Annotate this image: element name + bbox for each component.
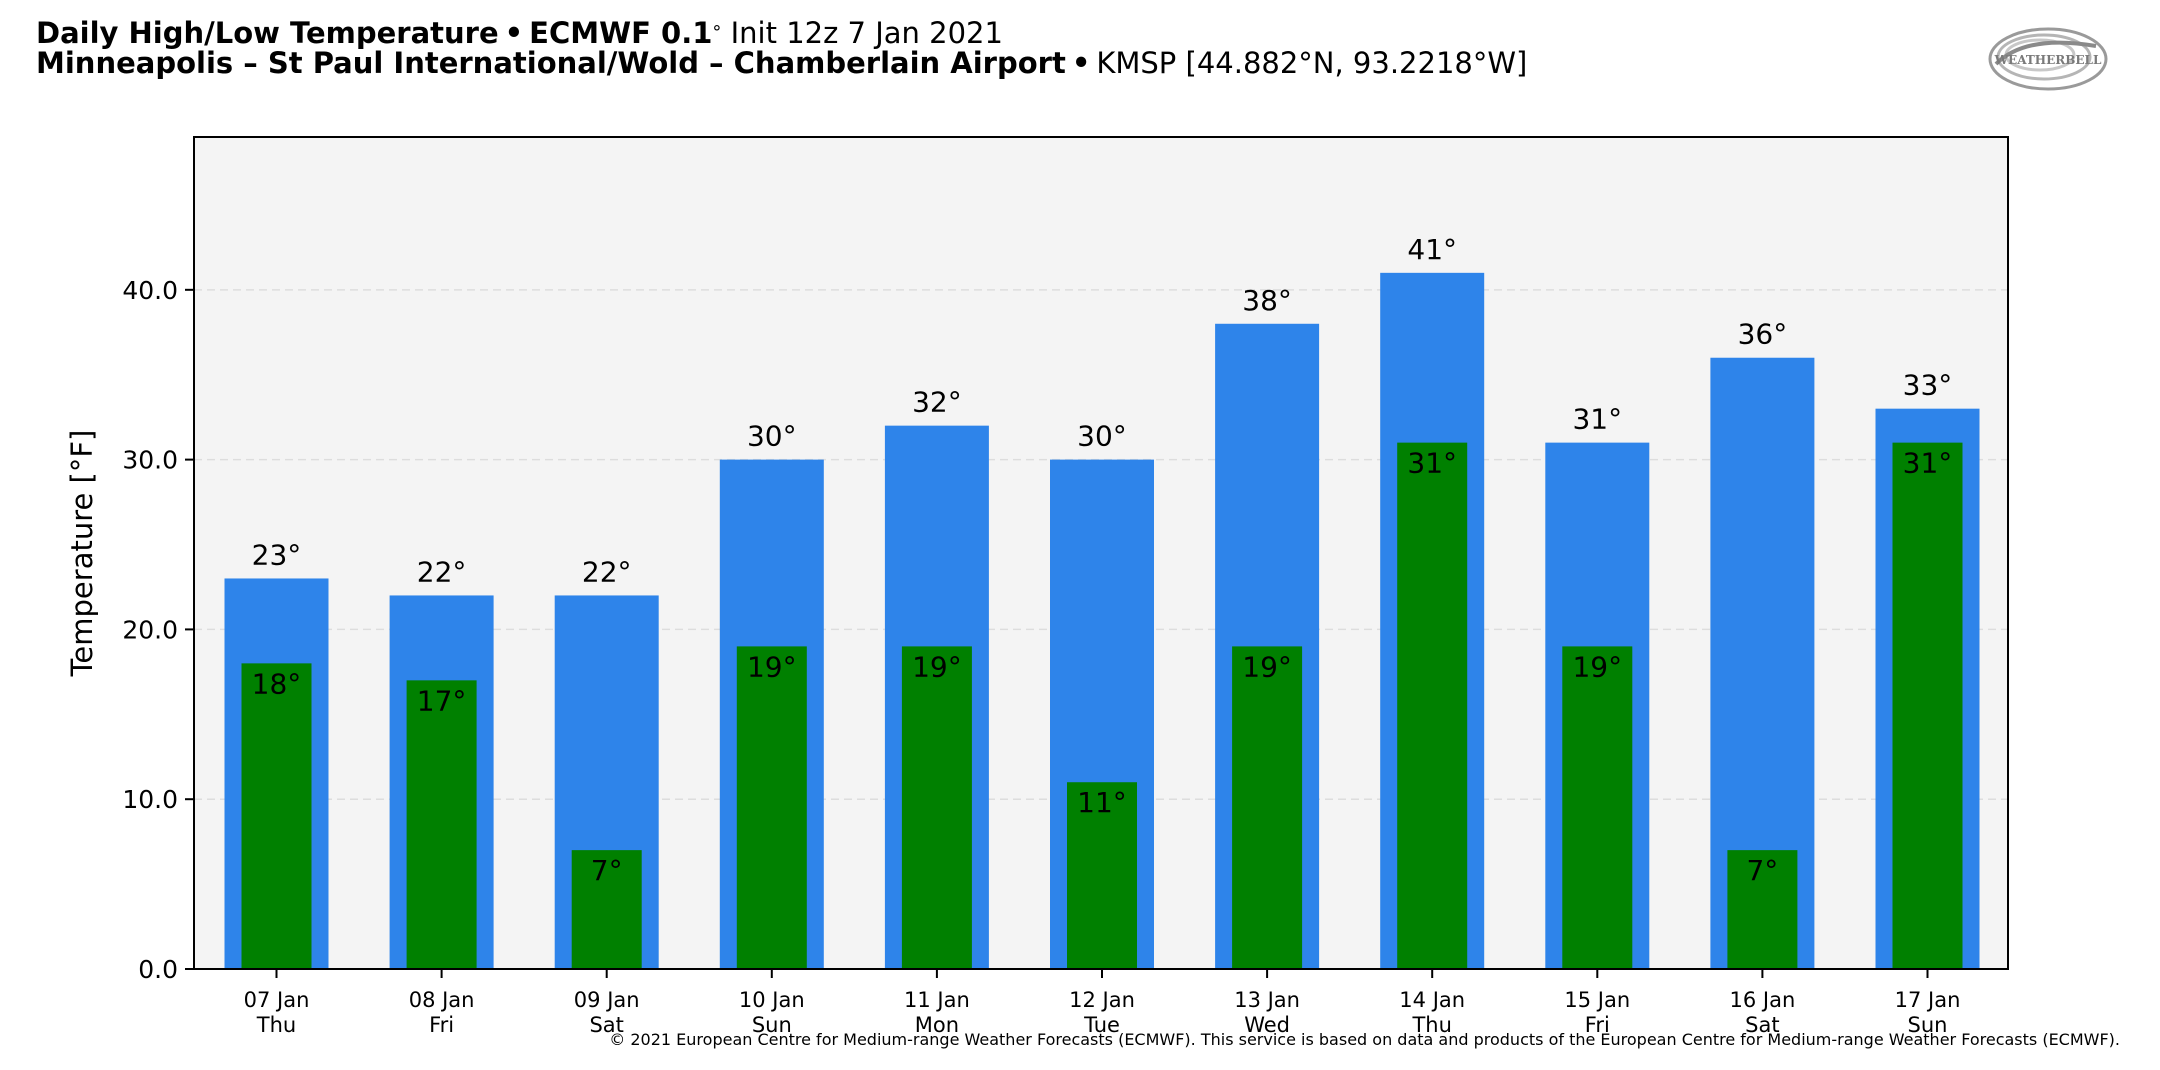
chart-title: Daily High/Low Temperature • ECMWF 0.1° In… bbox=[36, 16, 1003, 50]
x-tick-label-date: 14 Jan bbox=[1399, 988, 1465, 1012]
x-tick-label-day: Sat bbox=[1745, 1013, 1779, 1037]
data-label-high: 36° bbox=[1738, 318, 1788, 351]
bar-low bbox=[1397, 442, 1468, 969]
location-separator: • bbox=[1071, 46, 1091, 80]
x-tick-label-date: 17 Jan bbox=[1895, 988, 1961, 1012]
bar-low bbox=[1892, 442, 1963, 969]
bar-low bbox=[1562, 646, 1633, 969]
title-separator: • bbox=[504, 16, 524, 50]
bar-low bbox=[406, 680, 477, 969]
y-tick-label: 40.0 bbox=[122, 276, 178, 305]
data-label-high: 31° bbox=[1572, 403, 1622, 436]
data-label-high: 33° bbox=[1903, 369, 1953, 402]
x-tick-label-date: 11 Jan bbox=[904, 988, 970, 1012]
x-tick-label-date: 10 Jan bbox=[739, 988, 805, 1012]
bar-low bbox=[736, 646, 807, 969]
data-label-low: 31° bbox=[1407, 447, 1457, 480]
logo-text: WEATHERBELL bbox=[1994, 53, 2102, 67]
chart-subtitle: Minneapolis – St Paul International/Wold… bbox=[36, 46, 1527, 80]
copyright-footer: © 2021 European Centre for Medium-range … bbox=[609, 1030, 2120, 1049]
y-axis-label: Temperature [°F] bbox=[65, 430, 99, 678]
data-label-high: 23° bbox=[252, 538, 302, 571]
y-tick-label: 0.0 bbox=[138, 955, 178, 984]
bar-low bbox=[241, 663, 312, 969]
y-tick-label: 30.0 bbox=[122, 446, 178, 475]
grid-lines bbox=[194, 289, 2008, 800]
data-label-low: 17° bbox=[417, 684, 467, 717]
x-tick-label-day: Thu bbox=[1411, 1013, 1451, 1037]
data-label-low: 7° bbox=[1746, 854, 1778, 887]
title-degree: ° bbox=[712, 22, 722, 43]
x-tick-label-day: Mon bbox=[915, 1013, 959, 1037]
bar-low bbox=[1067, 782, 1137, 969]
data-label-high: 22° bbox=[582, 555, 632, 588]
title-init: Init 12z 7 Jan 2021 bbox=[730, 16, 1003, 50]
data-label-low: 11° bbox=[1077, 786, 1127, 819]
x-tick-label-date: 09 Jan bbox=[574, 988, 640, 1012]
data-label-low: 18° bbox=[252, 667, 302, 700]
x-tick-label-day: Fri bbox=[429, 1013, 454, 1037]
x-tick-label-date: 16 Jan bbox=[1730, 988, 1796, 1012]
bar-low bbox=[1232, 646, 1303, 969]
bar-low bbox=[1727, 850, 1798, 969]
bar-low bbox=[571, 850, 642, 969]
data-label-low: 19° bbox=[1572, 650, 1622, 683]
title-model: ECMWF 0.1 bbox=[529, 16, 713, 50]
y-axis: 0.0 10.0 20.0 30.0 40.0 bbox=[122, 276, 194, 984]
data-label-low: 7° bbox=[591, 854, 623, 887]
data-label-low: 19° bbox=[1242, 650, 1292, 683]
data-label-low: 31° bbox=[1903, 447, 1953, 480]
bar-low bbox=[901, 646, 972, 969]
data-label-high: 30° bbox=[747, 420, 797, 453]
y-tick-label: 20.0 bbox=[122, 615, 178, 644]
location-name: Minneapolis – St Paul International/Wold… bbox=[36, 46, 1066, 80]
data-labels: 23° 18° 22° 17° 22° 7° 30° 19° 32° 19° 30° 11° 38° 19… bbox=[252, 233, 1953, 887]
x-tick-label-day: Tue bbox=[1083, 1013, 1120, 1037]
data-label-high: 22° bbox=[417, 555, 467, 588]
weatherbell-logo: WEATHERBELL bbox=[1986, 24, 2110, 94]
x-tick-label-date: 13 Jan bbox=[1234, 988, 1300, 1012]
x-tick-label-date: 12 Jan bbox=[1069, 988, 1135, 1012]
y-tick-label: 10.0 bbox=[122, 785, 178, 814]
data-label-high: 38° bbox=[1242, 284, 1292, 317]
bar-series bbox=[224, 272, 1980, 969]
weatherbell-swirl-icon: WEATHERBELL bbox=[1988, 27, 2108, 91]
location-station: KMSP [44.882°N, 93.2218°W] bbox=[1096, 46, 1528, 80]
data-label-low: 19° bbox=[912, 650, 962, 683]
x-tick-label-day: Thu bbox=[256, 1013, 296, 1037]
x-tick-label-day: Sun bbox=[752, 1013, 792, 1037]
x-tick-label-date: 15 Jan bbox=[1564, 988, 1630, 1012]
x-tick-label-day: Fri bbox=[1585, 1013, 1610, 1037]
data-label-high: 41° bbox=[1407, 233, 1457, 266]
x-tick-label-day: Wed bbox=[1244, 1013, 1290, 1037]
data-label-high: 32° bbox=[912, 386, 962, 419]
x-tick-label-date: 07 Jan bbox=[244, 988, 310, 1012]
x-tick-label-day: Sun bbox=[1908, 1013, 1948, 1037]
title-main: Daily High/Low Temperature bbox=[36, 16, 499, 50]
data-label-low: 19° bbox=[747, 650, 797, 683]
x-tick-label-date: 08 Jan bbox=[409, 988, 475, 1012]
data-label-high: 30° bbox=[1077, 420, 1127, 453]
x-tick-label-day: Sat bbox=[589, 1013, 623, 1037]
